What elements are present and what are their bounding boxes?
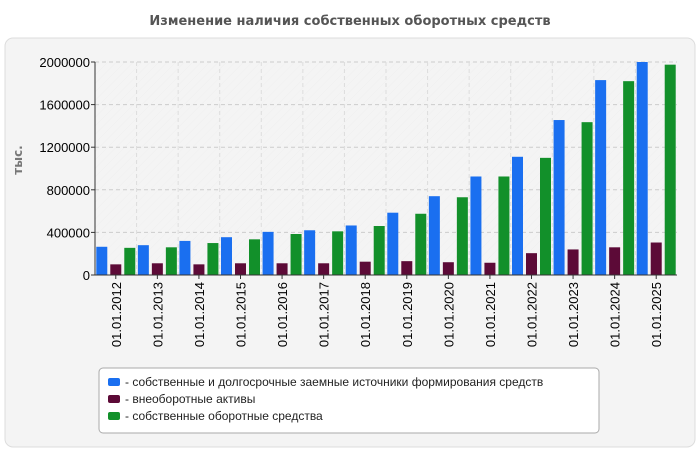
bar (456, 197, 468, 275)
bar (124, 247, 136, 275)
y-tick-label: 1200000 (39, 140, 90, 155)
bars (96, 62, 676, 275)
x-tick-label: 01.01.2022 (525, 282, 540, 347)
bar (581, 122, 593, 275)
bar (207, 243, 219, 275)
x-tick-label: 01.01.2020 (441, 282, 456, 347)
y-tick-label: 2000000 (39, 55, 90, 70)
x-tick-label: 01.01.2015 (234, 282, 249, 347)
bar (359, 261, 371, 275)
y-axis-label: тыс. (11, 145, 25, 174)
bar (623, 81, 635, 275)
bar (179, 240, 191, 275)
bar (553, 120, 565, 275)
bar (498, 176, 510, 275)
x-tick-label: 01.01.2021 (483, 282, 498, 347)
bar (540, 157, 551, 275)
x-tick-label: 01.01.2023 (566, 282, 581, 347)
bar (276, 263, 288, 275)
y-tick-label: 0 (83, 268, 90, 283)
x-tick-label: 01.01.2024 (608, 282, 623, 347)
bar (442, 262, 454, 275)
x-tick-label: 01.01.2019 (400, 282, 415, 347)
y-tick-label: 400000 (47, 225, 90, 240)
bar (387, 212, 399, 275)
bar (193, 264, 205, 275)
legend-box (98, 367, 600, 434)
legend: - собственные и долгосрочные заемные ист… (98, 367, 600, 434)
y-tick-label: 800000 (47, 183, 90, 198)
x-tick-label: 01.01.2012 (109, 282, 124, 347)
bar (332, 231, 344, 275)
legend-swatch (108, 378, 120, 386)
bar (304, 230, 316, 275)
bar (373, 226, 385, 275)
legend-label: - собственные и долгосрочные заемные ист… (125, 375, 543, 389)
x-tick-label: 01.01.2013 (150, 282, 165, 347)
bar (165, 247, 177, 275)
bar (249, 239, 260, 275)
bar (221, 237, 232, 275)
bar (650, 242, 662, 275)
x-tick-label: 01.01.2016 (275, 282, 290, 347)
bar (415, 213, 427, 275)
bar (512, 156, 523, 275)
bar (96, 246, 108, 275)
bar (345, 225, 357, 275)
chart-title: Изменение наличия собственных оборотных … (149, 14, 550, 29)
axes (91, 61, 677, 279)
bar (484, 262, 496, 275)
bar (609, 247, 621, 275)
bar (428, 196, 440, 275)
x-tick-label: 01.01.2018 (358, 282, 373, 347)
x-tick-label: 01.01.2014 (192, 282, 207, 347)
bar (636, 62, 648, 275)
bar (151, 263, 163, 275)
bar (526, 253, 537, 275)
bar (401, 261, 413, 275)
y-tick-label: 1600000 (39, 98, 90, 113)
grid (95, 61, 677, 275)
bar (137, 245, 149, 275)
bar (290, 233, 302, 275)
bar (110, 264, 122, 275)
bar (262, 231, 274, 275)
bar (595, 80, 607, 275)
legend-label: - собственные оборотные средства (125, 409, 323, 423)
legend-label: - внеоборотные активы (125, 392, 255, 406)
legend-swatch (108, 412, 120, 420)
bar (318, 263, 330, 275)
bar (470, 176, 482, 275)
x-ticks: 01.01.2012 01.01.2013 01.01.2014 01.01.2015… (109, 282, 664, 347)
bar (235, 263, 246, 275)
bar (664, 64, 676, 275)
x-tick-label: 01.01.2017 (317, 282, 332, 347)
legend-swatch (108, 395, 120, 403)
bar (567, 249, 579, 275)
y-ticks: 0 400000 800000 1200000 1600000 2000000 (39, 55, 90, 283)
x-tick-label: 01.01.2025 (649, 282, 664, 347)
